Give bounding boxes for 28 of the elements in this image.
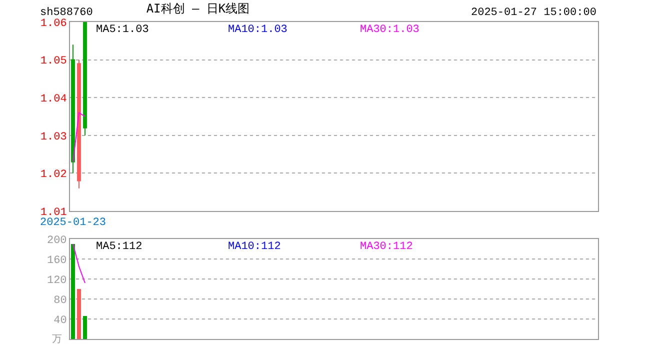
- candlestick: [83, 22, 87, 136]
- bar: [77, 289, 81, 339]
- text: MA30:112: [360, 241, 413, 253]
- y-tick-label: 40: [54, 314, 67, 327]
- legend-label: MA10:1.03: [228, 24, 288, 36]
- y-tick-label: 200: [46, 234, 67, 247]
- text: 2025-01-27 15:00:00: [471, 7, 596, 19]
- y-tick-label: 1.03: [40, 131, 67, 144]
- y-tick-label: 1.04: [40, 93, 68, 106]
- candlestick: [77, 59, 81, 189]
- y-tick-label: 1.05: [40, 56, 67, 68]
- y-tick-label: 80: [54, 294, 67, 307]
- y-tick-label: 1.01: [40, 206, 68, 219]
- legend-label: MA5:112: [96, 241, 142, 253]
- candlestick: [71, 44, 75, 174]
- bar: [83, 316, 87, 339]
- text: MA30:1.03: [360, 24, 420, 36]
- chart-title: AI科创 — 日K线图: [146, 1, 250, 16]
- bar: [71, 244, 75, 339]
- y-tick-label: 160: [46, 254, 67, 267]
- y-tick-label: 1.02: [40, 169, 67, 182]
- legend-label: MA10:112: [228, 241, 281, 253]
- x-tick-label: 2025-01-23: [40, 217, 106, 230]
- y-tick-label: 1.06: [40, 18, 67, 30]
- legend-label: MA5:1.03: [96, 24, 149, 36]
- y-axis-title: 万: [52, 334, 62, 345]
- text: sh588760: [40, 7, 93, 19]
- y-tick-label: 120: [46, 274, 67, 287]
